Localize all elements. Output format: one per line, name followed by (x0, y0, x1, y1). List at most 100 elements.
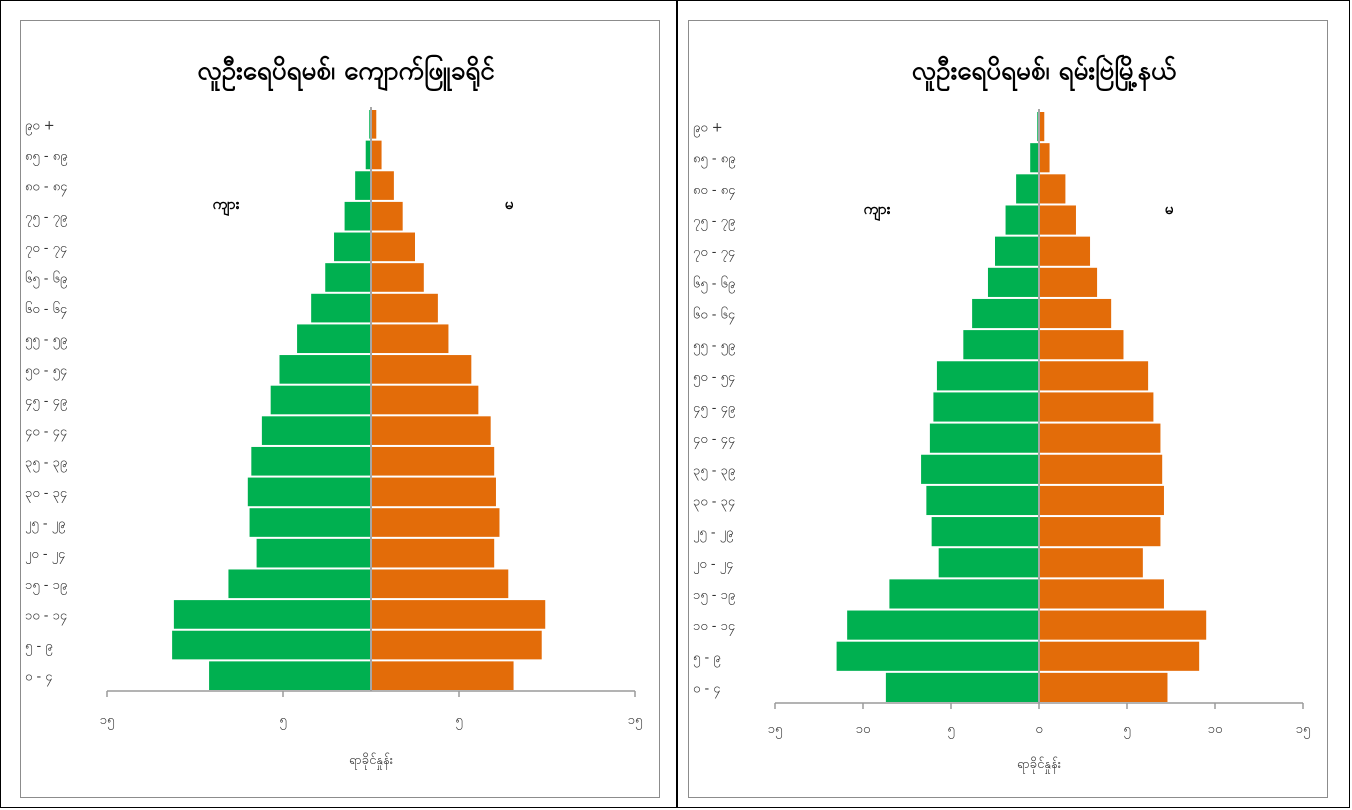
y-tick-label: ၇၅ - ၇၉ (25, 210, 67, 227)
bar-male (929, 423, 1039, 453)
y-tick-label: ၃၀ - ၃၄ (25, 486, 68, 503)
chart-panel-kyaukphyu: လူဦးရေပိရမစ်၊ ကျောက်ဖြူခရိုင် ၀ - ၄ ၅ - ၉… (20, 20, 660, 798)
plot-area: ၀ - ၄ ၅ - ၉ ၁၀ - ၁၄ ၁၅ - ၁၉ ၂၀ - ၂၄ ၂၅ - ၂၉ ၃၀… (693, 109, 1310, 739)
bar-male (261, 416, 371, 445)
y-tick-label: ၂၀ - ၂၄ (25, 547, 66, 564)
bar-female (371, 508, 500, 537)
y-tick-label: ၈၅ - ၈၉ (25, 149, 67, 166)
bar-female (1039, 485, 1164, 516)
y-tick-label: ၅ - ၉ (25, 639, 53, 656)
y-tick-label: ၅၅ - ၅၉ (25, 333, 67, 350)
legend-female-label: မ (1165, 200, 1174, 218)
bar-female (1039, 423, 1161, 453)
bar-male (297, 324, 371, 354)
bar-male (1005, 205, 1039, 235)
y-tick-label: ၅၅ - ၅၉ (693, 339, 735, 356)
x-tick-label: ၅ (279, 713, 286, 730)
population-pyramid-chart: လူဦးရေပိရမစ်၊ ရမ်းဗြဲမြို့နယ် ၀ - ၄ ၅ - ၉… (693, 53, 1310, 774)
y-tick-label: ၈၅ - ၈၉ (693, 152, 735, 169)
bar-female (1039, 236, 1091, 266)
bar-female (371, 110, 377, 139)
bar-female (1039, 392, 1154, 422)
bar-male (311, 293, 371, 323)
population-pyramid-chart: လူဦးရေပိရမစ်၊ ကျောက်ဖြူခရိုင် ၀ - ၄ ၅ - ၉… (25, 53, 642, 770)
bar-male (889, 579, 1039, 609)
chart-panel-ramree: လူဦးရေပိရမစ်၊ ရမ်းဗြဲမြို့နယ် ၀ - ၄ ၅ - ၉… (688, 20, 1328, 798)
x-tick-label: ၀ (1035, 722, 1042, 737)
plot-area: ၀ - ၄ ၅ - ၉ ၁၀ - ၁၄ ၁၅ - ၁၉ ၂၀ - ၂၄ ၂၅ - ၂၉ ၃၀… (25, 107, 642, 730)
y-tick-label: ၈၀ - ၈၄ (25, 180, 68, 197)
bar-female (371, 569, 509, 599)
bar-male (972, 298, 1039, 329)
x-tick-label: ၁၀ (856, 722, 871, 737)
x-tick-label: ၅ (947, 722, 954, 739)
y-tick-label: ၁၀ - ၁၄ (693, 619, 736, 636)
bar-female (1039, 330, 1124, 360)
bar-female (371, 385, 479, 415)
y-tick-label: ၃၅ - ၃၉ (693, 463, 735, 480)
bar-male (279, 355, 371, 384)
bar-female (1039, 672, 1168, 702)
y-tick-label: ၅၀ - ၅၄ (693, 370, 736, 387)
bar-female (1039, 579, 1164, 609)
bar-male (251, 446, 371, 476)
bar-female (1039, 205, 1076, 235)
bar-male (847, 610, 1039, 640)
bar-male (209, 661, 371, 690)
bar-male (921, 454, 1039, 484)
bar-male (228, 569, 371, 599)
y-tick-label: ၇၅ - ၇၉ (693, 214, 735, 231)
bar-male (249, 508, 371, 537)
bar-female (1039, 143, 1050, 173)
bar-female (1039, 361, 1149, 391)
legend-male-label: ကျား (212, 195, 239, 216)
bar-male (1016, 174, 1039, 204)
bar-male (995, 236, 1039, 266)
chart-title: လူဦးရေပိရမစ်၊ ရမ်းဗြဲမြို့နယ် (912, 53, 1177, 92)
x-tick-label: ၅ (455, 713, 462, 730)
x-tick-label: ၅ (1123, 722, 1130, 739)
y-tick-label: ၅၀ - ၅၄ (25, 363, 68, 380)
bar-female (1039, 298, 1112, 329)
bar-female (1039, 454, 1163, 484)
x-tick-label: ၁၅ (768, 722, 783, 739)
y-tick-label: ၄၅ - ၄၉ (693, 401, 735, 418)
legend-male-label: ကျား (863, 200, 890, 221)
y-tick-label: ၂၅ - ၂၉ (693, 526, 733, 543)
x-tick-label: ၁၅ (100, 713, 115, 730)
bar-female (371, 630, 542, 660)
y-tick-label: ၈၀ - ၈၄ (693, 183, 736, 200)
y-tick-label: ၇၀ - ၇၄ (25, 241, 68, 258)
bar-male (885, 672, 1039, 702)
y-tick-label: ၀ - ၄ (25, 670, 53, 687)
bar-female (371, 600, 546, 629)
bar-female (1039, 610, 1207, 640)
bar-male (987, 267, 1039, 297)
bar-female (371, 538, 495, 568)
bar-male (355, 171, 371, 200)
bar-male (836, 641, 1039, 671)
bar-female (371, 416, 491, 445)
y-tick-label: ၃၅ - ၃၉ (25, 455, 67, 472)
y-tick-label: ၁၅ - ၁၉ (693, 588, 735, 605)
bar-female (371, 293, 438, 323)
bar-male (173, 600, 371, 629)
bar-male (247, 477, 371, 507)
bar-male (172, 630, 371, 660)
y-tick-label: ၁၀ - ၁၄ (25, 608, 68, 625)
y-tick-label: ၆၅ - ၆၉ (693, 275, 735, 293)
bar-female (371, 140, 382, 170)
y-tick-label: ၄၀ - ၄၄ (693, 432, 736, 449)
y-tick-label: ၇၀ - ၇၄ (693, 245, 736, 262)
y-tick-label: ၀ - ၄ (693, 681, 721, 698)
bar-male (963, 330, 1039, 360)
y-tick-label: ၅ - ၉ (693, 650, 721, 667)
bar-female (371, 263, 424, 292)
bar-male (936, 361, 1039, 391)
bar-male (344, 201, 371, 231)
y-tick-label: ၂၀ - ၂၄ (693, 557, 734, 574)
y-tick-label: ၄၀ - ၄၄ (25, 425, 68, 442)
y-tick-label: ၄၅ - ၄၉ (25, 394, 67, 411)
bar-female (1039, 267, 1098, 297)
bar-male (365, 140, 371, 170)
